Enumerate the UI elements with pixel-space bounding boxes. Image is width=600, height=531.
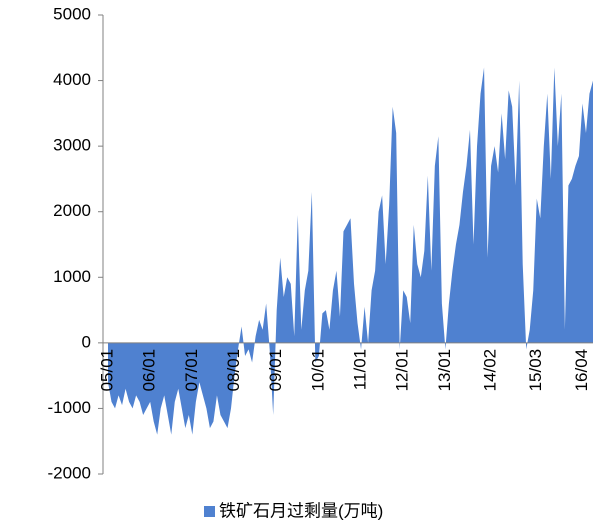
x-tick-label: 12/01 [393, 349, 412, 392]
y-tick-label: 0 [82, 332, 91, 351]
x-tick-label: 13/01 [435, 349, 454, 392]
x-tick-label: 06/01 [140, 349, 159, 392]
y-tick-label: 4000 [53, 70, 91, 89]
legend-label: 铁矿石月过剩量(万吨) [219, 501, 383, 520]
y-tick-label: -1000 [48, 398, 91, 417]
legend-swatch [204, 506, 215, 517]
y-tick-label: 2000 [53, 201, 91, 220]
x-tick-label: 11/01 [351, 349, 370, 390]
x-tick-label: 09/01 [266, 349, 285, 392]
x-tick-label: 14/02 [481, 349, 500, 392]
x-tick-label: 16/04 [572, 349, 591, 392]
x-tick-label: 08/01 [224, 349, 243, 392]
x-tick-label: 05/01 [97, 349, 116, 392]
y-tick-label: 1000 [53, 267, 91, 286]
x-tick-label: 07/01 [182, 349, 201, 392]
x-tick-label: 15/03 [526, 349, 545, 392]
y-tick-label: 5000 [53, 4, 91, 23]
x-tick-label: 10/01 [308, 349, 327, 392]
y-tick-label: 3000 [53, 136, 91, 155]
y-tick-label: -2000 [48, 463, 91, 482]
